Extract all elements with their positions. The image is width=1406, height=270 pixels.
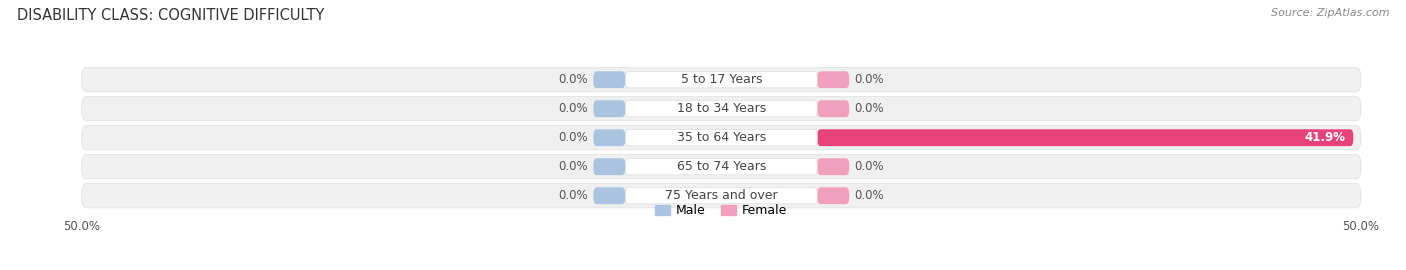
Text: 0.0%: 0.0% — [558, 160, 588, 173]
FancyBboxPatch shape — [817, 187, 849, 204]
Text: 65 to 74 Years: 65 to 74 Years — [676, 160, 766, 173]
FancyBboxPatch shape — [626, 158, 817, 175]
Text: 18 to 34 Years: 18 to 34 Years — [676, 102, 766, 115]
Text: DISABILITY CLASS: COGNITIVE DIFFICULTY: DISABILITY CLASS: COGNITIVE DIFFICULTY — [17, 8, 325, 23]
FancyBboxPatch shape — [626, 130, 817, 146]
Text: 0.0%: 0.0% — [558, 131, 588, 144]
FancyBboxPatch shape — [817, 71, 849, 88]
FancyBboxPatch shape — [593, 71, 626, 88]
Legend: Male, Female: Male, Female — [650, 199, 793, 222]
Text: 0.0%: 0.0% — [558, 73, 588, 86]
FancyBboxPatch shape — [82, 96, 1361, 121]
Text: 0.0%: 0.0% — [558, 189, 588, 202]
Text: 41.9%: 41.9% — [1305, 131, 1346, 144]
Text: 0.0%: 0.0% — [558, 102, 588, 115]
Text: 0.0%: 0.0% — [855, 189, 884, 202]
Text: 75 Years and over: 75 Years and over — [665, 189, 778, 202]
FancyBboxPatch shape — [82, 68, 1361, 92]
Text: Source: ZipAtlas.com: Source: ZipAtlas.com — [1271, 8, 1389, 18]
FancyBboxPatch shape — [82, 184, 1361, 208]
Text: 0.0%: 0.0% — [855, 73, 884, 86]
FancyBboxPatch shape — [817, 158, 849, 175]
FancyBboxPatch shape — [817, 100, 849, 117]
FancyBboxPatch shape — [817, 129, 1354, 146]
FancyBboxPatch shape — [593, 100, 626, 117]
FancyBboxPatch shape — [82, 154, 1361, 179]
Text: 0.0%: 0.0% — [855, 102, 884, 115]
FancyBboxPatch shape — [593, 187, 626, 204]
FancyBboxPatch shape — [626, 101, 817, 117]
FancyBboxPatch shape — [593, 129, 626, 146]
Text: 5 to 17 Years: 5 to 17 Years — [681, 73, 762, 86]
FancyBboxPatch shape — [626, 72, 817, 88]
Text: 35 to 64 Years: 35 to 64 Years — [676, 131, 766, 144]
FancyBboxPatch shape — [593, 158, 626, 175]
Text: 0.0%: 0.0% — [855, 160, 884, 173]
FancyBboxPatch shape — [82, 126, 1361, 150]
FancyBboxPatch shape — [626, 188, 817, 204]
